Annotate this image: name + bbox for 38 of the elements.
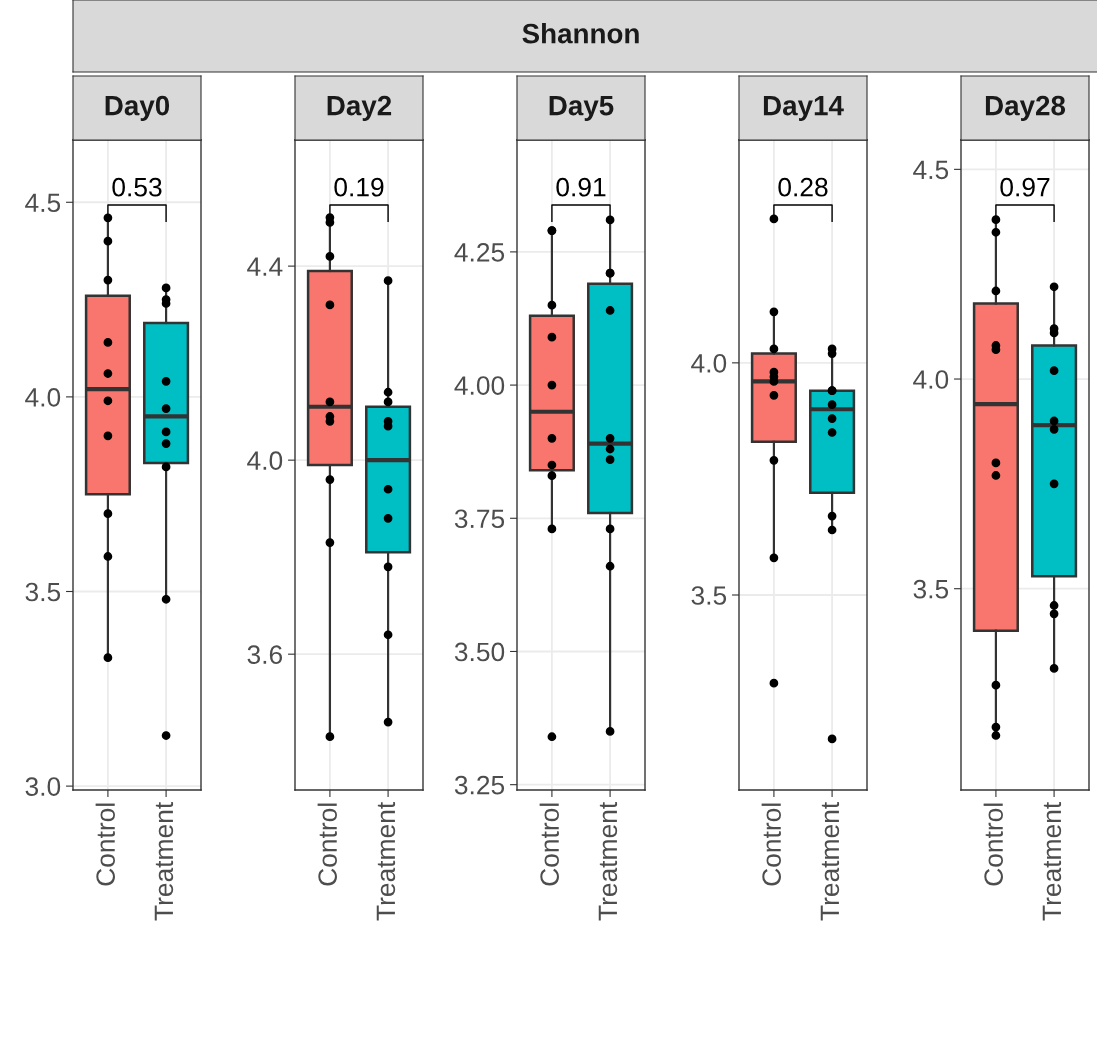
y-tick-label: 4.0 xyxy=(913,370,949,389)
chart-title: Shannon xyxy=(522,23,639,44)
x-tick-label: Control xyxy=(539,803,559,886)
chart-subtitle: Day5 xyxy=(549,96,614,121)
chart-subtitle: Day14 xyxy=(763,96,844,121)
y-tick-label: 4.0 xyxy=(25,388,61,407)
y-tick-label: 4.4 xyxy=(247,257,283,276)
chart-subtitle: Day0 xyxy=(105,95,170,121)
y-tick-label: 3.5 xyxy=(691,586,727,605)
x-tick-label: Control xyxy=(761,803,781,886)
y-tick-label: 4.5 xyxy=(25,193,61,213)
y-tick-label: 3.5 xyxy=(25,582,61,602)
x-tick-label: Control xyxy=(95,803,115,886)
y-tick-label: 3.25 xyxy=(454,775,505,795)
x-tick-label: Control xyxy=(983,803,1003,886)
y-tick-label: 4.25 xyxy=(454,243,505,262)
y-tick-label: 3.6 xyxy=(247,645,283,664)
chart-subtitle: Day28 xyxy=(985,95,1066,121)
y-tick-label: 4.0 xyxy=(691,353,727,373)
y-tick-label: 4.5 xyxy=(913,160,949,180)
chart-subtitle: Day2 xyxy=(327,95,392,121)
y-tick-label: 3.0 xyxy=(25,777,61,796)
annotation: 0.28 xyxy=(778,177,828,197)
y-tick-label: 3.5 xyxy=(913,579,949,599)
x-tick-label: Treatment xyxy=(376,801,396,921)
y-tick-label: 3.50 xyxy=(454,642,505,662)
x-tick-label: Control xyxy=(317,803,337,886)
y-tick-label: 4.00 xyxy=(454,376,505,395)
annotation: 0.91 xyxy=(556,177,606,197)
annotation: 0.53 xyxy=(112,177,162,197)
annotation: 0.97 xyxy=(1000,177,1050,197)
x-tick-label: Treatment xyxy=(154,801,174,921)
x-tick-label: Treatment xyxy=(598,801,618,921)
y-tick-label: 3.75 xyxy=(454,509,505,529)
y-tick-label: 4.0 xyxy=(247,451,283,470)
x-tick-label: Treatment xyxy=(820,801,840,921)
annotation: 0.19 xyxy=(334,177,384,197)
x-tick-label: Treatment xyxy=(1042,801,1062,921)
